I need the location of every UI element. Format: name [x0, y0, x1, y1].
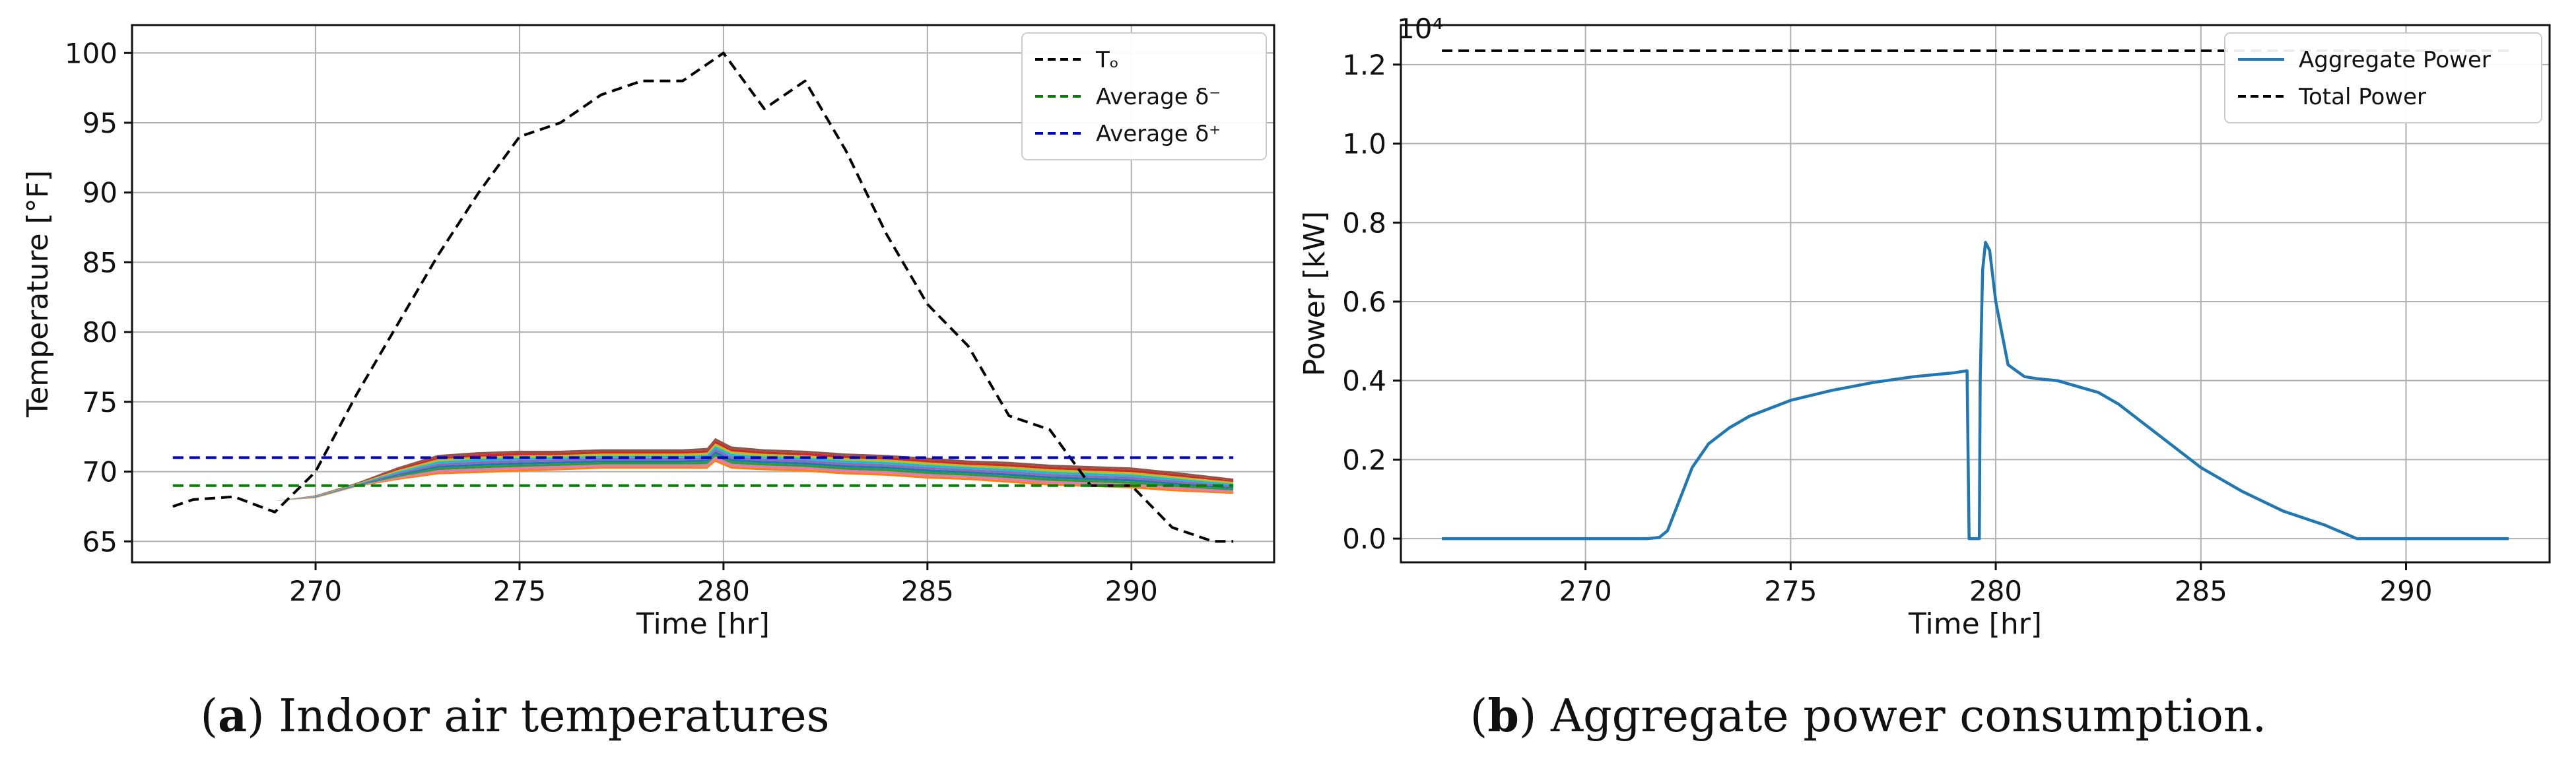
- b-y-tick-label-4: 0.8: [1342, 207, 1386, 239]
- a-x-tick-label-2: 280: [697, 575, 750, 607]
- b-x-tick-label-1: 275: [1764, 575, 1817, 607]
- a-band-layer-4: [172, 448, 1234, 501]
- a-y-tick-label-1: 70: [83, 456, 118, 488]
- a-x-ticks: 270 275 280 285 290: [289, 562, 1158, 607]
- panel-b-power-chart: 270 275 280 285 290 0.0 0.2 0.4 0.6 0.8 1.0 1.2 10…: [1298, 13, 2551, 742]
- a-plot-frame: [131, 24, 1275, 564]
- a-band-layer-3: [172, 451, 1234, 501]
- b-x-tick-label-2: 280: [1969, 575, 2022, 607]
- a-caption-text: Indoor air temperatures: [279, 690, 829, 742]
- a-x-tick-label-0: 270: [289, 575, 342, 607]
- panel-a-temperature-chart: 270 275 280 285 290 65 70 75 80 85 90 95 100 Time […: [21, 24, 1275, 742]
- a-x-axis-label: Time [hr]: [636, 607, 770, 641]
- a-series-lines: [172, 51, 1234, 543]
- b-y-tick-label-5: 1.0: [1342, 128, 1386, 160]
- a-legend-label-0: Tₒ: [1095, 47, 1119, 73]
- a-x-tick-label-4: 290: [1105, 575, 1158, 607]
- a-legend-box: [1021, 32, 1267, 160]
- a-y-ticks: 65 70 75 80 85 90 95 100: [65, 37, 132, 558]
- b-series-line-0: [1442, 240, 2509, 541]
- b-legend-label-1: Total Power: [2298, 84, 2426, 110]
- a-temperature-band: [172, 438, 1234, 501]
- b-x-tick-label-3: 285: [2175, 575, 2227, 607]
- b-y-tick-label-2: 0.4: [1342, 365, 1386, 397]
- a-band-layer-1: [172, 456, 1234, 501]
- a-x-tick-label-3: 285: [901, 575, 954, 607]
- b-y-tick-label-3: 0.6: [1342, 286, 1386, 318]
- b-legend-label-0: Aggregate Power: [2299, 47, 2491, 73]
- b-series-lines: [1442, 49, 2509, 541]
- a-caption-label: a: [218, 690, 247, 742]
- b-legend: Aggregate Power Total Power: [2224, 32, 2542, 123]
- a-legend-label-1: Average δ⁻: [1096, 84, 1221, 110]
- b-scale-label: 10⁴: [1397, 13, 1443, 45]
- b-y-tick-label-6: 1.2: [1342, 49, 1386, 81]
- a-y-tick-label-3: 80: [83, 316, 118, 348]
- a-y-tick-label-2: 75: [83, 386, 118, 418]
- b-x-ticks: 270 275 280 285 290: [1559, 562, 2433, 607]
- b-caption-label: b: [1487, 690, 1519, 742]
- b-legend-box: [2224, 32, 2542, 123]
- b-y-tick-label-1: 0.2: [1342, 444, 1386, 476]
- b-y-tick-label-0: 0.0: [1342, 523, 1386, 555]
- a-y-tick-label-4: 85: [83, 246, 118, 279]
- b-y-axis-label: Power [kW]: [1298, 211, 1332, 376]
- a-caption: (a) Indoor air temperatures: [201, 690, 830, 742]
- a-y-tick-label-7: 100: [65, 37, 118, 69]
- b-caption-text: Aggregate power consumption.: [1550, 690, 2266, 742]
- b-caption: (b) Aggregate power consumption.: [1470, 690, 2266, 742]
- a-legend-label-2: Average δ⁺: [1096, 121, 1221, 147]
- a-band-layer-0: [172, 459, 1234, 501]
- a-x-tick-label-1: 275: [493, 575, 546, 607]
- a-y-tick-label-0: 65: [83, 525, 118, 558]
- a-y-axis-label: Temperature [°F]: [21, 170, 55, 418]
- a-band-layer-2: [172, 453, 1234, 501]
- b-x-axis-label: Time [hr]: [1908, 607, 2042, 641]
- a-y-tick-label-5: 90: [83, 177, 118, 209]
- b-x-tick-label-4: 290: [2379, 575, 2432, 607]
- b-x-tick-label-0: 270: [1559, 575, 1612, 607]
- a-legend: Tₒ Average δ⁻ Average δ⁺: [1021, 32, 1267, 160]
- a-y-tick-label-6: 95: [83, 107, 118, 139]
- b-y-ticks: 0.0 0.2 0.4 0.6 0.8 1.0 1.2: [1342, 49, 1401, 555]
- b-plot-frame: [1400, 24, 2551, 564]
- a-band-layer-6: [172, 443, 1234, 501]
